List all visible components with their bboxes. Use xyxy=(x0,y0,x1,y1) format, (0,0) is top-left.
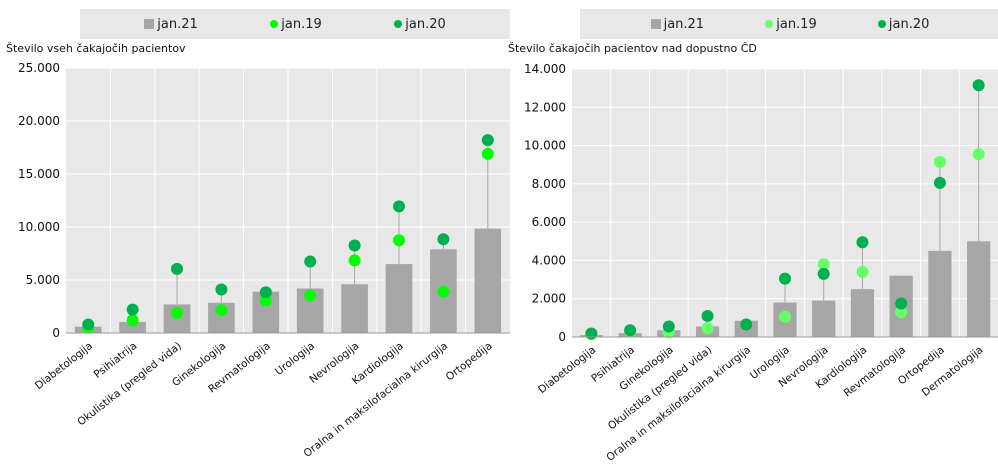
point-jan20 xyxy=(304,255,317,268)
legend-label-jan19: jan.19 xyxy=(776,16,817,32)
legend-label-jan21: jan.21 xyxy=(157,16,198,32)
point-jan19 xyxy=(856,265,869,278)
point-jan20 xyxy=(895,297,908,310)
point-jan20 xyxy=(585,327,598,340)
point-jan20 xyxy=(701,309,714,322)
right-chart-title: Število čakajočih pacientov nad dopustno… xyxy=(508,42,757,55)
point-jan20 xyxy=(259,286,272,299)
point-jan19 xyxy=(126,314,139,327)
x-category-label: Oralna in maksilofacialna kirurgija xyxy=(604,344,753,464)
y-tick-label: 20.000 xyxy=(18,114,60,128)
point-jan20 xyxy=(817,267,830,280)
y-tick-label: 0 xyxy=(558,330,566,344)
point-jan19 xyxy=(933,155,946,168)
point-jan19 xyxy=(817,258,830,271)
left-chart-svg: 0 5.000 10.000 15.000 20.000 25.000 Diabetolog… xyxy=(18,61,510,460)
point-jan19 xyxy=(304,289,317,302)
left-legend: jan.21 jan.19 jan.20 xyxy=(80,9,510,39)
point-jan19 xyxy=(701,322,714,335)
point-jan20 xyxy=(972,79,985,92)
point-jan20 xyxy=(856,236,869,249)
legend-label-jan19: jan.19 xyxy=(281,16,322,32)
right-chart-svg: 0 2.000 4.000 6.000 8.000 10.000 12.000 14.000 D… xyxy=(524,62,998,464)
point-jan20 xyxy=(437,233,450,246)
bar-jan21 xyxy=(928,250,952,337)
point-jan19 xyxy=(895,306,908,319)
y-tick-label: 15.000 xyxy=(18,167,60,181)
y-tick-label: 8.000 xyxy=(532,177,566,191)
legend-swatch-jan21 xyxy=(650,19,661,29)
point-jan20 xyxy=(348,239,361,252)
point-jan19 xyxy=(348,254,361,267)
point-jan20 xyxy=(82,318,95,331)
point-jan20 xyxy=(779,272,791,285)
bar-jan21 xyxy=(341,284,368,333)
x-category-label: Diabetologija xyxy=(33,340,95,392)
legend-item-jan21: jan.21 xyxy=(144,17,198,32)
point-jan20 xyxy=(393,200,405,213)
legend-item-jan21: jan.21 xyxy=(650,16,705,32)
point-jan20 xyxy=(215,283,228,296)
point-jan20 xyxy=(126,303,139,316)
legend-item-jan20: jan.20 xyxy=(394,17,446,32)
left-chart-title: Število vseh čakajočih pacientov xyxy=(6,42,186,55)
point-jan19 xyxy=(972,148,985,161)
bar-jan21 xyxy=(119,321,146,333)
legend-swatch-jan19 xyxy=(270,20,279,28)
y-tick-label: 10.000 xyxy=(18,220,60,234)
point-jan20 xyxy=(624,324,637,337)
legend-swatch-jan19 xyxy=(765,20,774,28)
point-jan20 xyxy=(171,262,183,275)
legend-label-jan20: jan.20 xyxy=(888,16,930,32)
bar-jan21 xyxy=(812,300,836,337)
point-jan19 xyxy=(259,294,272,307)
y-tick-label: 0 xyxy=(52,326,60,340)
point-jan19 xyxy=(171,306,183,319)
y-tick-label: 5.000 xyxy=(26,273,60,287)
legend-swatch-jan20 xyxy=(877,20,886,28)
y-tick-label: 4.000 xyxy=(532,253,566,267)
bar-jan21 xyxy=(967,241,991,337)
right-chart-panel: jan.21 jan.19 jan.20 Število čakajočih p… xyxy=(505,0,998,476)
point-jan20 xyxy=(933,176,946,189)
y-tick-label: 2.000 xyxy=(532,292,566,306)
x-category-label: Diabetologija xyxy=(536,344,598,396)
point-jan19 xyxy=(437,285,450,298)
y-tick-label: 6.000 xyxy=(532,215,566,229)
point-jan20 xyxy=(481,134,494,147)
x-category-label: Ortopedija xyxy=(444,340,495,383)
point-jan19 xyxy=(481,147,494,160)
y-tick-label: 25.000 xyxy=(18,61,60,75)
y-tick-label: 14.000 xyxy=(524,62,566,76)
legend-label-jan20: jan.20 xyxy=(405,16,446,32)
legend-item-jan19: jan.19 xyxy=(765,17,817,32)
x-category-label: Urologija xyxy=(273,340,317,378)
legend-item-jan20: jan.20 xyxy=(877,16,930,32)
right-legend: jan.21 jan.19 jan.20 xyxy=(580,9,998,39)
left-chart-panel: jan.21 jan.19 jan.20 Število vseh čakajo… xyxy=(6,9,510,460)
bar-jan21 xyxy=(385,264,413,333)
legend-item-jan19: jan.19 xyxy=(270,17,322,32)
point-jan19 xyxy=(779,310,791,323)
point-jan19 xyxy=(215,304,228,317)
legend-label-jan21: jan.21 xyxy=(663,16,705,32)
bar-jan21 xyxy=(474,228,502,333)
point-jan19 xyxy=(393,234,405,247)
bar-jan21 xyxy=(850,289,875,337)
point-jan20 xyxy=(662,320,675,333)
y-tick-label: 12.000 xyxy=(524,100,566,114)
point-jan20 xyxy=(740,318,753,331)
y-tick-label: 10.000 xyxy=(524,139,566,153)
legend-swatch-jan21 xyxy=(144,19,155,29)
legend-swatch-jan20 xyxy=(394,20,403,28)
